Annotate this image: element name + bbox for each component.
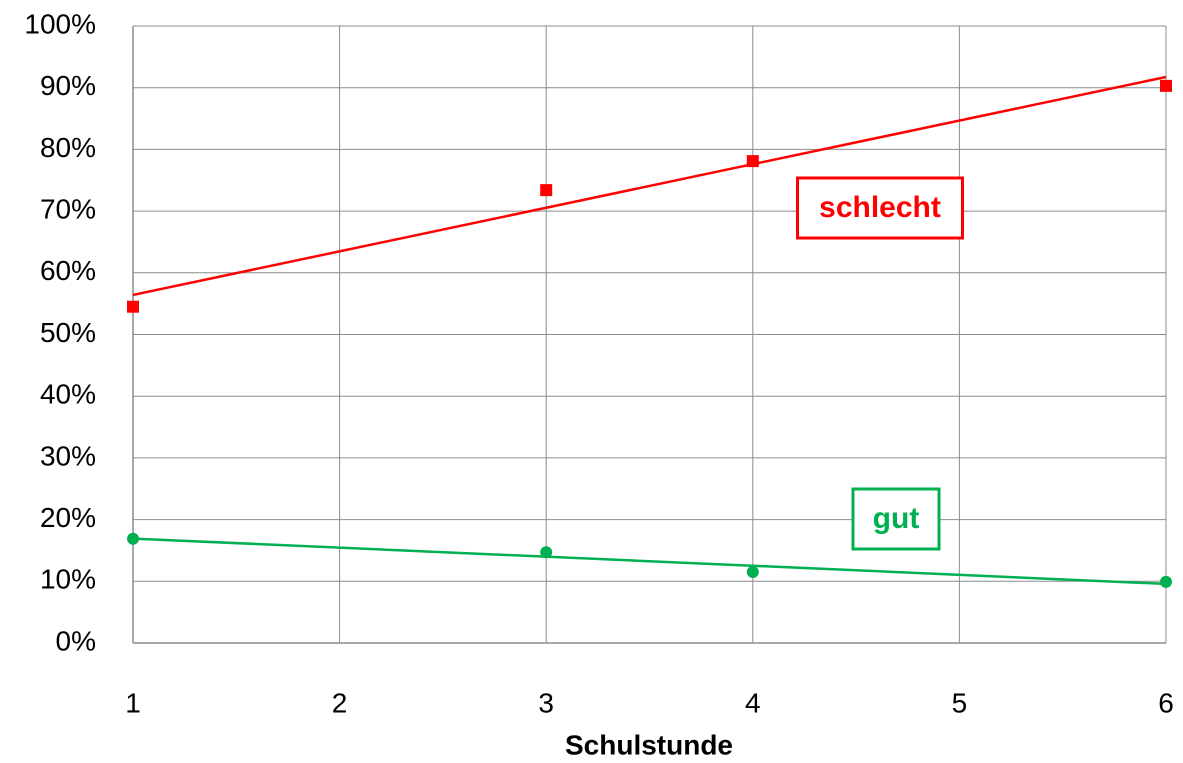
y-tick-label: 40% xyxy=(40,379,96,410)
x-tick-label: 4 xyxy=(745,687,761,718)
y-tick-label: 90% xyxy=(40,70,96,101)
y-tick-label: 100% xyxy=(24,8,96,39)
point xyxy=(746,155,759,168)
point xyxy=(127,300,139,313)
series-label-box xyxy=(796,176,964,240)
x-tick-label: 2 xyxy=(332,687,348,718)
series-label-box xyxy=(851,487,941,551)
series-label: schlecht xyxy=(819,191,941,224)
x-tick-label: 5 xyxy=(952,687,968,718)
point xyxy=(540,184,553,197)
x-tick-label: 1 xyxy=(125,687,141,718)
point xyxy=(127,532,139,545)
x-axis-title: Schulstunde xyxy=(565,729,733,760)
y-tick-label: 70% xyxy=(40,193,96,224)
y-tick-label: 10% xyxy=(40,564,96,595)
x-tick-label: 6 xyxy=(1158,687,1174,718)
point xyxy=(1160,575,1172,588)
trendline xyxy=(132,75,1167,297)
point xyxy=(746,566,759,579)
x-tick-label: 3 xyxy=(538,687,554,718)
y-tick-label: 0% xyxy=(56,625,96,656)
series-label: gut xyxy=(873,502,920,535)
trendline xyxy=(132,537,1167,586)
y-tick-label: 60% xyxy=(40,255,96,286)
y-tick-label: 20% xyxy=(40,502,96,533)
point xyxy=(1160,79,1172,92)
point xyxy=(540,546,553,559)
y-tick-label: 50% xyxy=(40,317,96,348)
y-tick-label: 80% xyxy=(40,132,96,163)
y-tick-label: 30% xyxy=(40,440,96,471)
